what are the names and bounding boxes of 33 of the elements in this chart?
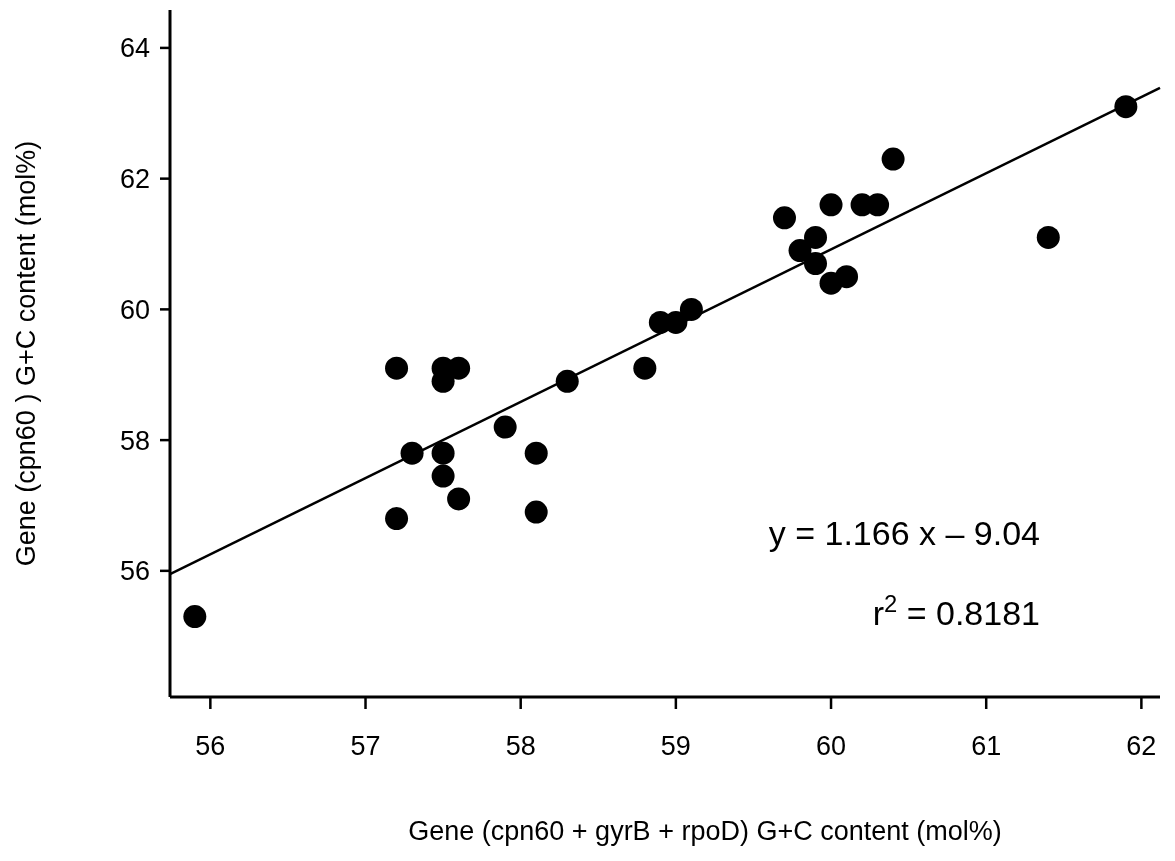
point: [1036, 225, 1060, 249]
x-tick-label: 62: [1126, 731, 1157, 761]
y-tick-label: 60: [119, 294, 150, 325]
y-tick-label: 64: [119, 33, 150, 64]
x-tick-label: 59: [660, 731, 691, 761]
point: [385, 507, 409, 531]
x-axis-title: Gene (cpn60 + gyrB + rpoD) G+C content (mol%): [408, 816, 1002, 846]
point: [819, 271, 843, 295]
y-axis-title: Gene (cpn60 ) G+C content (mol%): [11, 140, 41, 567]
annotation: r$^{2}$ = 0.8181: [872, 589, 1040, 632]
point: [633, 356, 657, 380]
y-tick-label: 58: [119, 425, 150, 456]
point: [524, 500, 548, 524]
annotation: y = 1.166 x – 9.04: [768, 514, 1040, 552]
x-tick-label: 60: [816, 731, 847, 761]
x-tick-label: 61: [971, 731, 1002, 761]
point: [183, 605, 207, 629]
point: [431, 441, 455, 465]
point: [881, 147, 905, 171]
point: [788, 239, 812, 263]
y-tick-label: 56: [119, 556, 150, 587]
x-tick-label: 56: [195, 731, 226, 761]
point: [493, 415, 517, 439]
point: [447, 487, 471, 511]
x-tick-label: 57: [350, 731, 381, 761]
point: [819, 193, 843, 217]
point: [431, 464, 455, 488]
point: [524, 441, 548, 465]
point: [804, 225, 828, 249]
point: [385, 356, 409, 380]
y-tick-label: 62: [119, 164, 150, 195]
point: [772, 206, 796, 230]
x-tick-label: 58: [505, 731, 536, 761]
